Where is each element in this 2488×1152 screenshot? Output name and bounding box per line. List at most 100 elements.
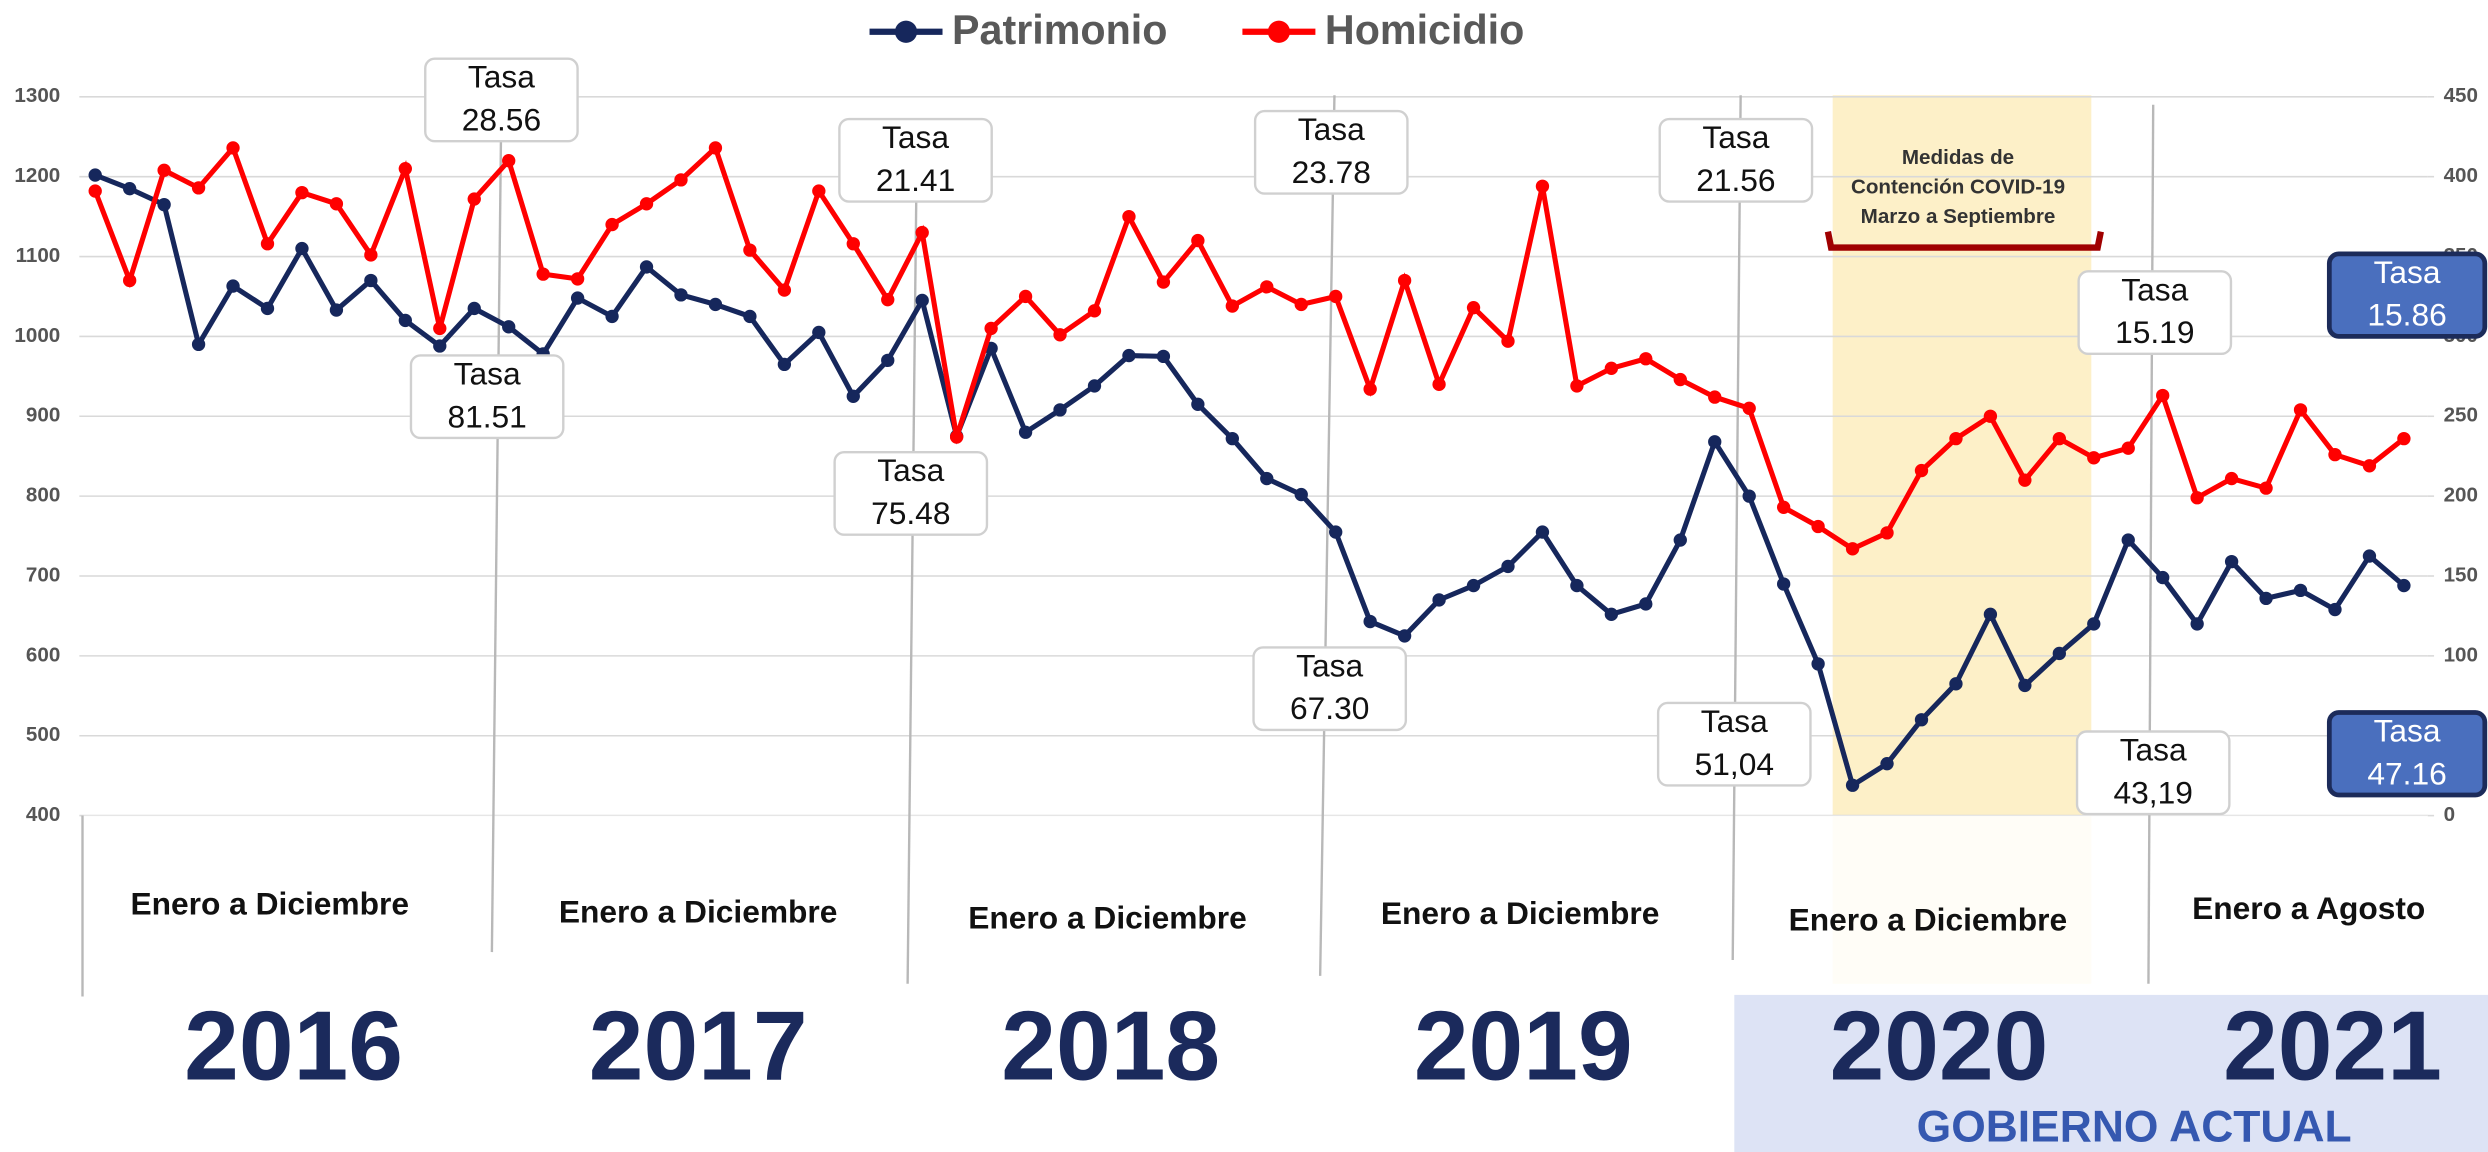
y-tick-label: 1200	[14, 164, 60, 187]
point	[1501, 559, 1515, 574]
point	[157, 163, 171, 177]
annotation-label: Tasa	[1701, 703, 1768, 739]
point	[949, 430, 964, 444]
point	[2190, 491, 2204, 505]
point	[1639, 597, 1653, 611]
point	[708, 141, 723, 155]
point	[2052, 431, 2066, 446]
point	[1845, 542, 1860, 556]
y-tick-label: 600	[26, 643, 60, 666]
point	[226, 141, 240, 155]
annotation-label: Tasa	[1702, 119, 1769, 155]
point	[2293, 583, 2308, 598]
point	[1122, 209, 1136, 224]
point	[881, 293, 895, 307]
point	[2156, 570, 2170, 585]
separator	[2147, 104, 2155, 984]
annotation-box	[1252, 646, 1408, 732]
point	[1880, 526, 1894, 540]
point	[1053, 403, 1067, 417]
point	[1432, 593, 1446, 607]
point	[1639, 352, 1653, 366]
period-label: Enero a Diciembre	[1381, 895, 1660, 931]
annotation-label: Tasa	[2374, 254, 2441, 290]
period-label: Enero a Diciembre	[1789, 901, 2068, 937]
covid-note: Medidas de	[1902, 146, 2014, 169]
point	[1535, 525, 1550, 539]
point	[1570, 379, 1584, 393]
point	[639, 260, 654, 274]
point	[2224, 471, 2239, 486]
annotation-label: Tasa	[882, 119, 949, 155]
point	[260, 237, 275, 251]
annotation-box	[1658, 117, 1814, 203]
y2-tick-label: 200	[2444, 484, 2478, 507]
point	[1880, 757, 1894, 771]
point	[502, 154, 516, 168]
point	[226, 279, 240, 293]
point	[846, 237, 860, 251]
point	[2259, 481, 2273, 495]
point	[674, 288, 688, 302]
point	[467, 301, 481, 316]
point	[2224, 554, 2239, 569]
annotation-label: Tasa	[468, 59, 535, 95]
point	[1294, 487, 1308, 502]
point	[1329, 525, 1343, 539]
point	[1604, 361, 1619, 376]
point	[1983, 409, 1998, 423]
annotation-box	[2326, 710, 2488, 798]
point	[1191, 233, 1205, 248]
point	[1156, 275, 1171, 289]
point	[1432, 377, 1446, 391]
point	[1949, 431, 1963, 446]
y-tick-label: 400	[26, 803, 60, 826]
point	[2018, 473, 2032, 487]
government-band	[1734, 994, 2488, 1152]
point	[2190, 617, 2204, 631]
point	[1949, 677, 1963, 691]
point	[1466, 578, 1481, 593]
point	[157, 197, 171, 212]
annotation-box	[838, 117, 993, 203]
point	[1742, 489, 1756, 503]
point	[329, 303, 344, 317]
covid-note: Contención COVID-19	[1851, 175, 2065, 198]
point	[1914, 463, 1929, 478]
point	[1673, 533, 1687, 547]
point	[1260, 471, 1274, 486]
point	[743, 309, 757, 324]
point	[467, 192, 481, 206]
point	[2259, 591, 2273, 606]
point	[1811, 519, 1825, 534]
point	[915, 293, 929, 308]
point	[2121, 533, 2135, 547]
point	[1122, 348, 1136, 363]
period-label: Enero a Diciembre	[968, 900, 1247, 936]
y-tick-label: 1100	[16, 244, 61, 267]
point	[1983, 607, 1998, 621]
point	[812, 325, 826, 340]
point	[605, 309, 619, 324]
point	[2362, 459, 2377, 473]
covid-bracket	[1824, 231, 2104, 251]
separator	[1318, 95, 1336, 976]
year-label: 2021	[2223, 991, 2442, 1101]
point	[1776, 500, 1791, 514]
annotation-label: Tasa	[2374, 712, 2441, 748]
point	[708, 297, 723, 312]
point	[2328, 602, 2342, 617]
point	[1087, 379, 1102, 393]
point	[1260, 280, 1274, 294]
point	[1363, 382, 1377, 396]
annotation-value: 21.56	[1696, 162, 1775, 198]
point	[812, 184, 826, 198]
annotation-value: 75.48	[871, 495, 950, 531]
point	[2087, 451, 2101, 465]
annotation-box	[1253, 109, 1409, 195]
annotation-value: 21.41	[876, 162, 955, 198]
y-tick-label: 500	[26, 723, 60, 746]
point	[846, 389, 860, 403]
point	[1397, 629, 1412, 643]
point	[674, 173, 688, 187]
